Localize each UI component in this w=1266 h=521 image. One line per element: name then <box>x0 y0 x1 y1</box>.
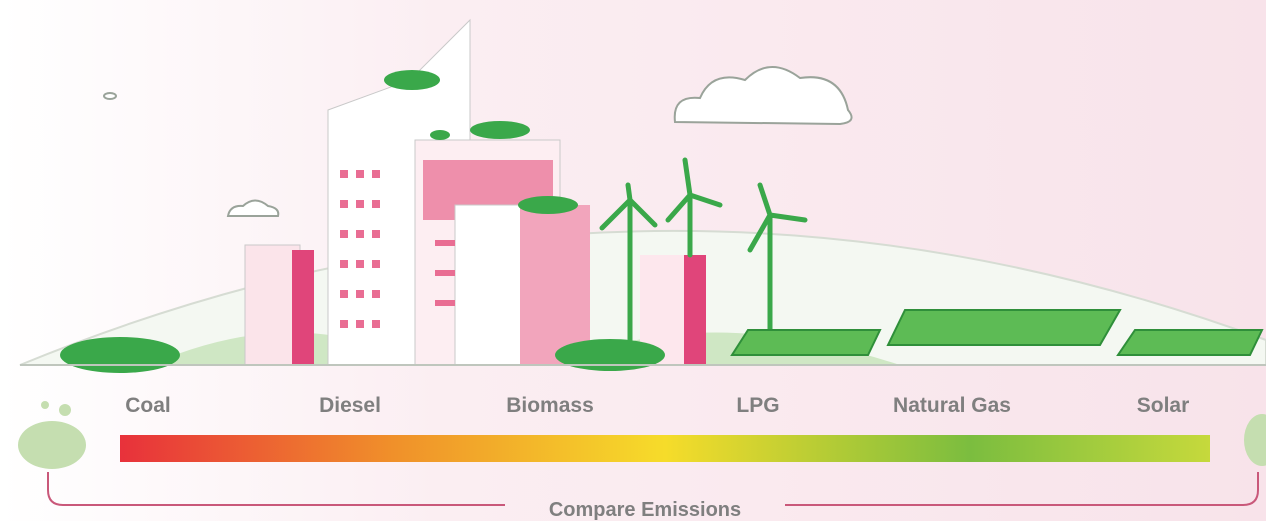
solar-panels <box>730 309 1264 356</box>
fuel-label: Diesel <box>319 394 381 417</box>
fuel-label: Coal <box>125 394 171 417</box>
wind-turbines <box>599 157 808 353</box>
fuel-label: Natural Gas <box>893 394 1011 417</box>
buildings <box>60 18 706 373</box>
fuel-label: Biomass <box>506 394 594 417</box>
clouds <box>103 66 853 217</box>
fuel-label: LPG <box>736 394 779 417</box>
bracket <box>47 472 1259 506</box>
fuel-label: Solar <box>1137 394 1190 417</box>
emission-gradient-bar <box>120 435 1210 462</box>
caption: Compare Emissions <box>549 499 741 521</box>
side-bushes <box>18 401 1266 469</box>
